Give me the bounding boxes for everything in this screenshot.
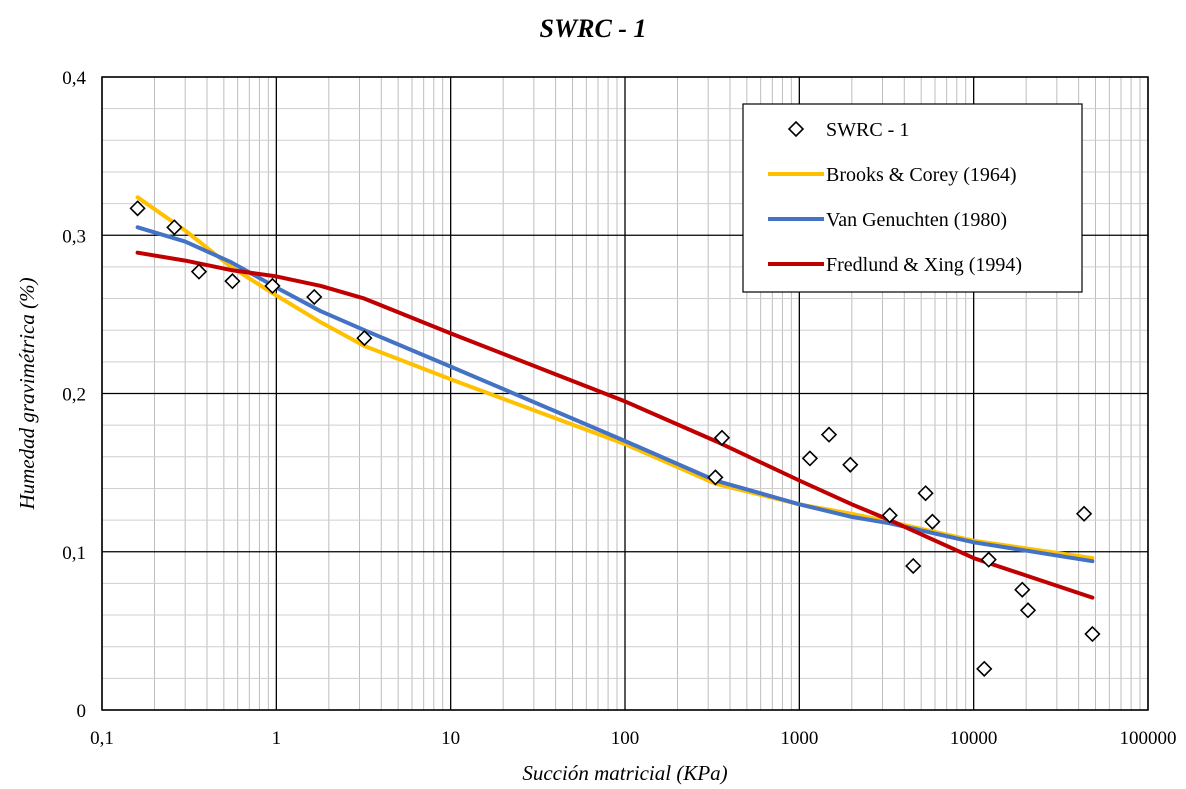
x-tick-label: 100 (611, 728, 640, 749)
data-point (801, 450, 819, 467)
legend-label: Van Genuchten (1980) (826, 209, 1007, 231)
legend: SWRC - 1 Brooks & Corey (1964) Van Genucht… (742, 103, 1083, 293)
data-point (924, 513, 941, 530)
legend-label: SWRC - 1 (826, 119, 909, 141)
data-point (1014, 581, 1031, 598)
data-point (917, 485, 934, 502)
measured-points (129, 200, 1101, 677)
data-point (842, 456, 859, 473)
data-point (1075, 505, 1093, 522)
fitted-curves (135, 195, 1095, 600)
y-axis-title: Humedad gravimétrica (%) (15, 277, 39, 510)
data-point (1019, 602, 1037, 619)
data-point (820, 426, 838, 443)
chart-title: SWRC - 1 (540, 14, 647, 43)
plot-area (101, 76, 1149, 711)
data-point (976, 660, 993, 677)
series-line (135, 225, 1095, 564)
x-tick-label: 0,1 (90, 728, 114, 749)
data-point (881, 507, 898, 524)
legend-label: Fredlund & Xing (1994) (826, 254, 1022, 276)
legend-label: Brooks & Corey (1964) (826, 164, 1017, 186)
y-axis-ticks: 0 0,1 0,2 0,3 0,4 (62, 68, 86, 722)
y-tick-label: 0,4 (62, 68, 86, 89)
data-point (306, 288, 323, 306)
y-tick-label: 0 (77, 701, 87, 722)
data-point (356, 329, 373, 347)
data-point (190, 263, 208, 280)
data-point (713, 429, 731, 446)
x-tick-label: 100000 (1120, 728, 1177, 749)
y-tick-label: 0,3 (62, 226, 86, 247)
data-point (905, 557, 922, 575)
x-tick-label: 1 (272, 728, 282, 749)
data-point (980, 551, 997, 568)
data-point (264, 277, 281, 295)
data-point (166, 219, 183, 236)
data-point (707, 469, 724, 486)
legend-marker (787, 120, 805, 138)
y-tick-label: 0,2 (62, 385, 86, 406)
data-point (129, 200, 146, 217)
x-axis-title: Succión matricial (KPa) (522, 761, 727, 785)
legend-box (742, 103, 1083, 293)
y-tick-label: 0,1 (62, 543, 86, 564)
x-tick-label: 10 (441, 728, 460, 749)
x-tick-label: 10000 (950, 728, 998, 749)
x-tick-label: 1000 (780, 728, 818, 749)
series-line (135, 250, 1095, 600)
x-axis-ticks: 0,1 1 10 100 1000 10000 100000 (90, 728, 1176, 749)
data-point (224, 273, 241, 290)
data-point (1084, 625, 1101, 643)
